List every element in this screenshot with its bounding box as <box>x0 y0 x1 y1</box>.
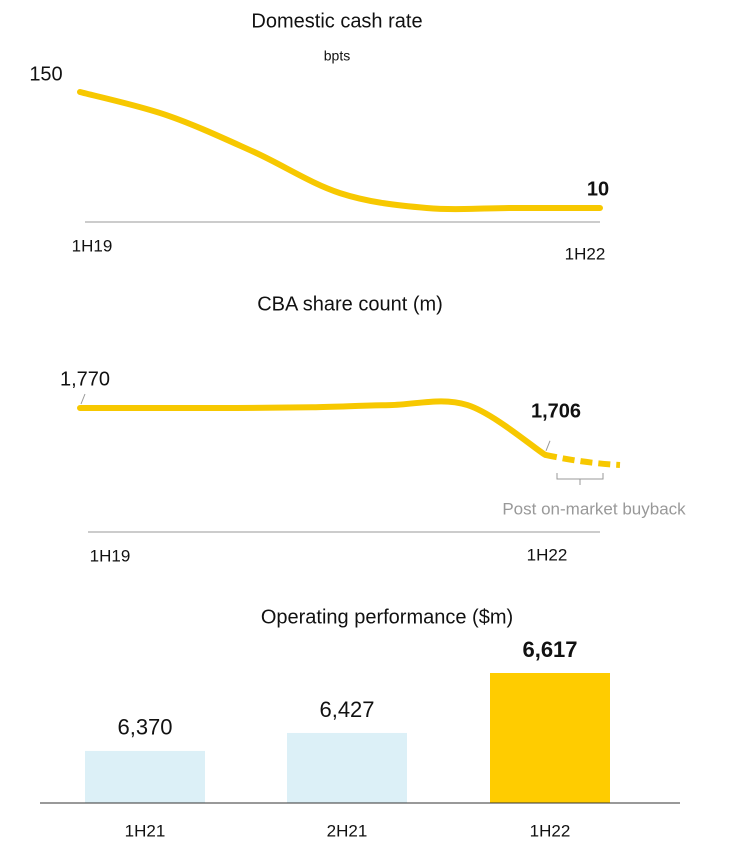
chart-title: CBA share count (m) <box>257 293 443 315</box>
x-tick-label: 1H22 <box>530 821 571 840</box>
x-tick-label: 2H21 <box>327 821 368 840</box>
data-label: 10 <box>587 178 609 200</box>
leader-line <box>545 440 551 451</box>
data-label: 1,706 <box>531 400 581 422</box>
annotation: Post on-market buyback <box>502 499 686 518</box>
bar <box>490 673 610 803</box>
data-label: 6,427 <box>319 697 374 722</box>
data-label: 6,617 <box>522 637 577 662</box>
data-label: 1,770 <box>60 368 110 390</box>
x-tick-label: 1H22 <box>565 244 606 263</box>
data-label: 6,370 <box>117 715 172 740</box>
chart-title: Operating performance ($m) <box>261 606 513 628</box>
chart-subtitle: bpts <box>324 48 350 64</box>
bar <box>287 732 407 803</box>
dashed-line <box>544 451 621 468</box>
bar <box>85 750 205 803</box>
line <box>77 398 548 458</box>
x-tick-label: 1H21 <box>125 821 166 840</box>
bracket <box>556 473 604 485</box>
leader-line <box>80 393 86 405</box>
x-tick-label: 1H19 <box>72 236 113 255</box>
x-tick-label: 1H19 <box>90 546 131 565</box>
line <box>77 89 603 213</box>
data-label: 150 <box>29 63 62 85</box>
x-tick-label: 1H22 <box>527 545 568 564</box>
chart-title: Domestic cash rate <box>251 10 422 32</box>
